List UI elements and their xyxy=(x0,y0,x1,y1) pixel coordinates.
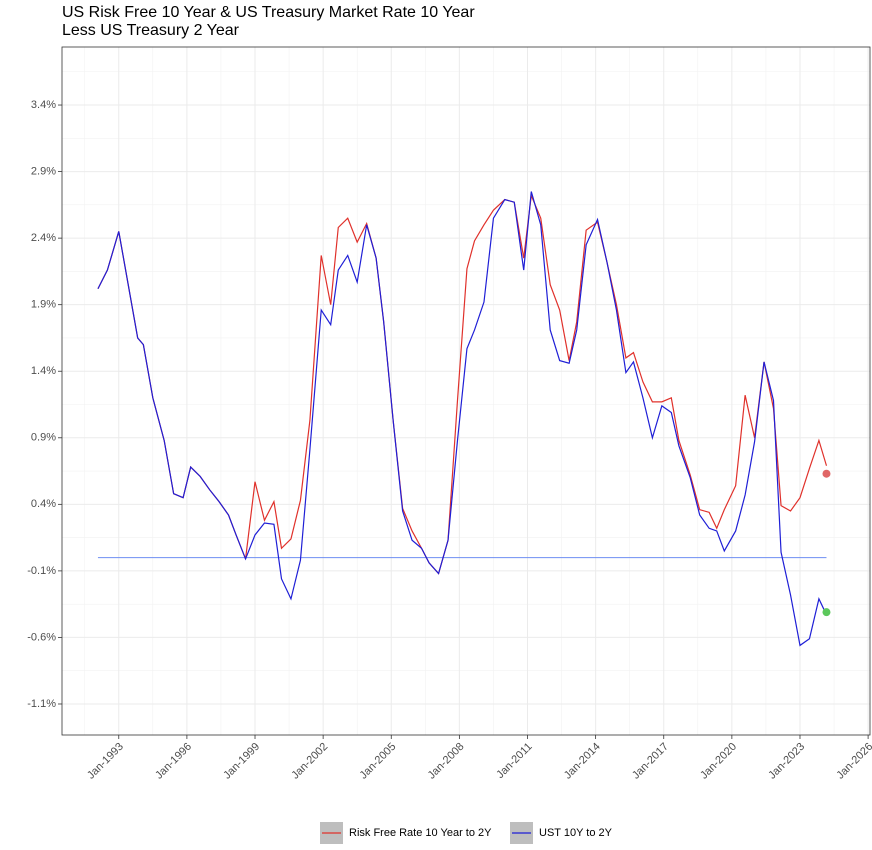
y-tick-label: -0.1% xyxy=(27,565,56,577)
y-tick-label: -0.6% xyxy=(27,631,56,643)
point xyxy=(822,608,831,617)
x-tick-label: Jan-1999 xyxy=(221,741,262,782)
chart-title: Less US Treasury 2 Year xyxy=(62,22,240,39)
x-tick-label: Jan-2014 xyxy=(562,741,603,782)
x-tick-label: Jan-2008 xyxy=(426,741,467,782)
x-tick-label: Jan-2026 xyxy=(834,741,872,782)
point xyxy=(822,469,831,478)
x-tick-label: Jan-2023 xyxy=(766,741,807,782)
chart-title: US Risk Free 10 Year & US Treasury Marke… xyxy=(62,4,475,21)
x-tick-label: Jan-1993 xyxy=(85,741,126,782)
y-tick-label: -1.1% xyxy=(27,698,56,710)
x-tick-label: Jan-2005 xyxy=(358,741,399,782)
legend-label: Risk Free Rate 10 Year to 2Y xyxy=(349,827,492,839)
series-line xyxy=(97,191,828,647)
y-tick-label: 1.9% xyxy=(31,299,56,311)
y-tick-label: 3.4% xyxy=(31,99,56,111)
y-tick-label: 0.9% xyxy=(31,432,56,444)
x-tick-label: Jan-2011 xyxy=(494,741,534,781)
y-tick-label: 1.4% xyxy=(31,365,56,377)
x-tick-label: Jan-2017 xyxy=(630,741,671,782)
y-tick-label: 2.9% xyxy=(31,165,56,177)
y-tick-label: 0.4% xyxy=(31,498,56,510)
legend-label: UST 10Y to 2Y xyxy=(539,827,613,839)
plot-border xyxy=(61,46,871,736)
x-tick-label: Jan-2002 xyxy=(289,741,330,782)
plot-background xyxy=(62,47,870,735)
y-tick-label: 2.4% xyxy=(31,232,56,244)
x-tick-label: Jan-1996 xyxy=(153,741,194,782)
x-tick-label: Jan-2020 xyxy=(698,741,739,782)
